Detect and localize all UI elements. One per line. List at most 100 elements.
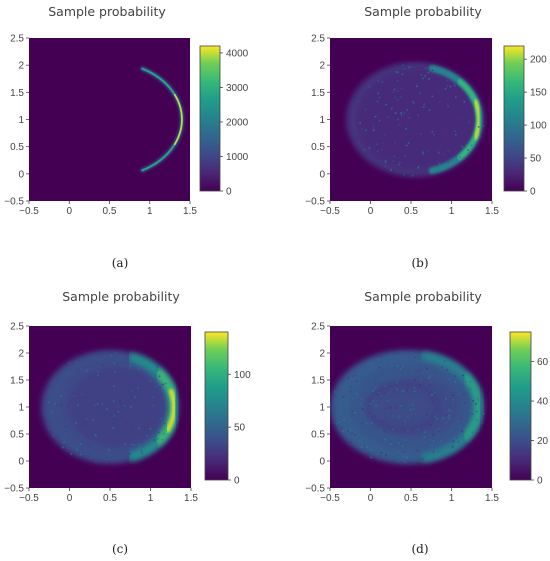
density-speckle xyxy=(359,122,362,124)
density-speckle xyxy=(449,160,452,163)
density-speckle xyxy=(129,406,132,408)
density-speckle xyxy=(392,160,394,162)
density-speckle xyxy=(354,374,357,377)
x-tick-label: 0.5 xyxy=(404,206,418,217)
density-speckle xyxy=(64,425,67,428)
density-speckle xyxy=(416,85,418,87)
density-speckle xyxy=(383,419,385,422)
density-speckle xyxy=(75,361,78,364)
density-speckle xyxy=(377,393,379,395)
density-speckle xyxy=(358,142,361,145)
panel-title: Sample probability xyxy=(364,4,482,19)
density-speckle xyxy=(349,432,352,435)
density-speckle xyxy=(343,418,346,421)
density-speckle xyxy=(408,460,411,463)
density-speckle xyxy=(374,382,377,385)
density-speckle xyxy=(385,454,387,457)
chart-panel-c: Sample probability −0.5 0 0.5 1 1.5 −0.5 0 0.5 1 1… xyxy=(4,289,251,556)
density-speckle xyxy=(420,378,423,381)
density-speckle xyxy=(445,414,448,417)
density-speckle xyxy=(349,390,352,393)
density-speckle xyxy=(430,393,433,396)
density-speckle xyxy=(437,358,440,360)
density-speckle xyxy=(101,403,104,405)
density-speckle xyxy=(94,404,96,407)
density-speckle xyxy=(124,431,127,434)
density-speckle xyxy=(413,387,416,389)
density-speckle xyxy=(467,434,470,437)
density-speckle xyxy=(385,103,387,106)
density-speckle xyxy=(374,386,377,389)
density-speckle xyxy=(130,367,133,370)
density-speckle xyxy=(401,445,404,448)
density-speckle xyxy=(104,410,107,412)
density-speckle xyxy=(79,442,82,445)
x-tick-label: −0.5 xyxy=(320,206,340,217)
density-speckle xyxy=(142,426,145,428)
density-speckle xyxy=(433,133,435,136)
density-speckle xyxy=(416,370,419,373)
density-speckle xyxy=(149,427,152,430)
density-speckle xyxy=(462,374,464,377)
density-speckle xyxy=(67,405,70,408)
density-speckle xyxy=(454,381,456,383)
density-speckle xyxy=(375,404,378,407)
density-speckle xyxy=(382,451,385,453)
density-speckle xyxy=(377,92,380,95)
density-speckle xyxy=(395,381,398,384)
density-speckle xyxy=(424,75,426,77)
density-speckle xyxy=(411,101,414,103)
density-speckle xyxy=(361,394,364,397)
density-speckle xyxy=(354,420,357,423)
density-speckle xyxy=(120,356,122,358)
panel-title: Sample probability xyxy=(62,289,180,304)
density-speckle xyxy=(92,419,94,421)
y-tick-label: 2 xyxy=(18,61,24,72)
density-speckle xyxy=(119,399,122,402)
density-speckle xyxy=(355,406,358,408)
density-speckle xyxy=(60,395,63,397)
density-speckle xyxy=(449,410,452,412)
colorbar-tick-label: 20 xyxy=(537,436,549,447)
density-speckle xyxy=(453,82,456,85)
density-speckle xyxy=(77,368,80,370)
density-speckle xyxy=(396,388,399,390)
heatmap-background xyxy=(29,38,190,201)
density-speckle xyxy=(436,160,439,162)
density-speckle xyxy=(149,379,152,382)
density-speckle xyxy=(152,396,155,399)
density-speckle xyxy=(392,415,395,417)
density-speckle xyxy=(412,410,415,413)
density-speckle xyxy=(342,378,344,381)
density-speckle xyxy=(472,400,474,402)
density-speckle xyxy=(444,88,447,90)
density-speckle xyxy=(436,164,438,167)
density-speckle xyxy=(414,431,417,433)
density-speckle xyxy=(70,405,72,408)
density-speckle xyxy=(411,174,414,177)
density-speckle xyxy=(86,436,89,439)
density-speckle xyxy=(457,118,460,120)
density-speckle xyxy=(417,167,419,169)
density-speckle xyxy=(437,370,439,373)
density-speckle xyxy=(79,452,82,455)
density-speckle xyxy=(137,443,140,446)
density-speckle xyxy=(110,354,113,357)
density-speckle xyxy=(446,103,448,106)
density-speckle xyxy=(112,377,115,380)
chart-panel-a: Sample probability −0.5 0 0.5 1 1.5 −0.5 0 0.5 1 1… xyxy=(4,4,248,270)
density-speckle xyxy=(140,366,142,369)
density-speckle xyxy=(48,401,51,404)
density-speckle xyxy=(113,362,116,364)
panel-caption: (d) xyxy=(411,542,428,556)
density-speckle xyxy=(394,142,397,144)
density-speckle xyxy=(461,377,464,380)
density-speckle xyxy=(455,436,458,439)
density-speckle xyxy=(377,391,380,394)
heatmap-density xyxy=(41,350,180,464)
density-speckle xyxy=(112,385,115,387)
density-speckle xyxy=(454,392,456,394)
density-speckle xyxy=(400,114,403,116)
density-speckle xyxy=(394,96,396,99)
density-speckle xyxy=(471,413,473,416)
